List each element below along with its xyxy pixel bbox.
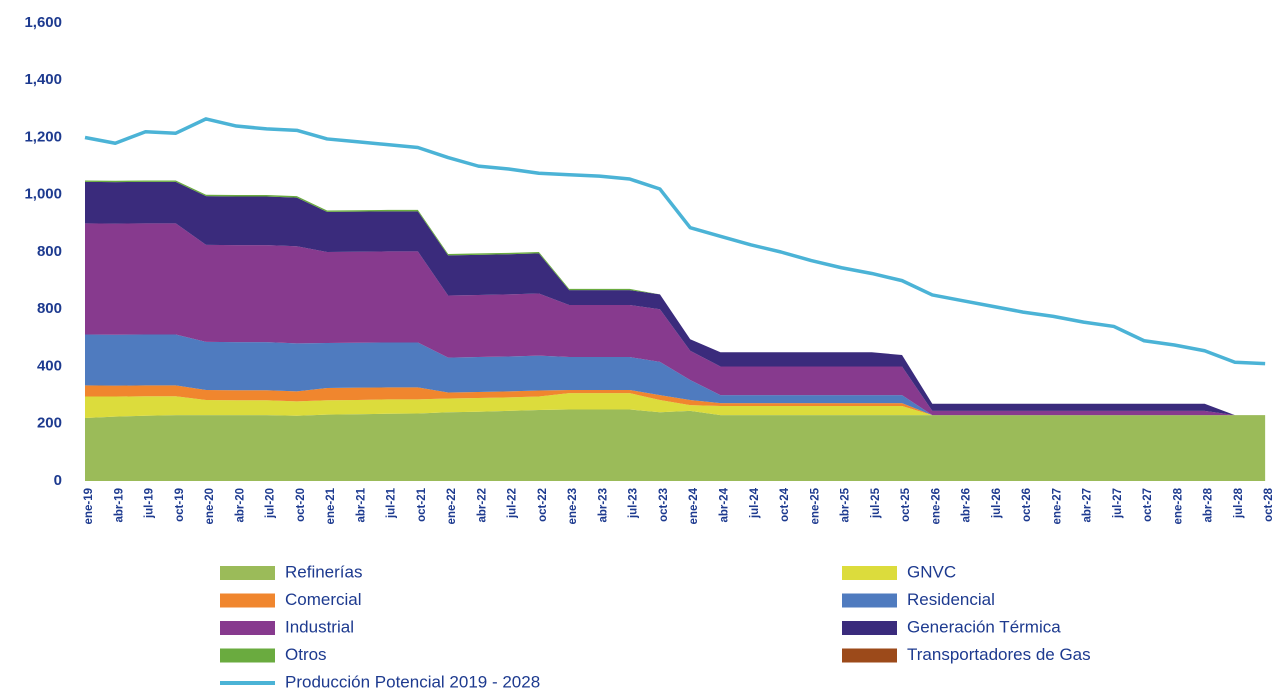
x-tick-label: oct-19 xyxy=(174,488,186,522)
legend-label: Generación Térmica xyxy=(907,617,1061,636)
area xyxy=(85,393,1266,419)
x-tick-label: oct-20 xyxy=(295,488,307,522)
x-tick-label: ene-26 xyxy=(930,488,942,524)
legend-swatch xyxy=(220,648,275,663)
x-tick-label: ene-22 xyxy=(446,488,458,524)
y-tick-label: 800 xyxy=(37,243,62,260)
x-tick-label: jul-19 xyxy=(144,488,156,519)
x-tick-label: oct-26 xyxy=(1021,488,1033,522)
x-tick-label: ene-21 xyxy=(325,487,337,524)
legend-swatch xyxy=(842,648,897,663)
legend-label: Producción Potencial 2019 - 2028 xyxy=(285,672,540,691)
x-tick-label: ene-27 xyxy=(1051,488,1063,524)
area xyxy=(85,181,1266,416)
x-tick-label: jul-28 xyxy=(1233,487,1245,519)
x-tick-label: jul-25 xyxy=(870,487,882,519)
area xyxy=(85,223,1266,416)
line xyxy=(84,117,1266,366)
legend-label: Residencial xyxy=(907,590,995,609)
legend-label: GNVC xyxy=(907,562,956,581)
x-tick-label: ene-23 xyxy=(567,488,579,524)
legend-swatch xyxy=(842,593,897,608)
y-tick-label: 0 xyxy=(54,472,62,489)
area xyxy=(85,385,1266,416)
x-tick-label: oct-21 xyxy=(416,487,428,521)
legend-swatch xyxy=(842,621,897,635)
x-tick-label: jul-20 xyxy=(265,488,277,519)
x-tick-label: abr-24 xyxy=(718,487,730,522)
x-tick-label: abr-27 xyxy=(1082,488,1094,523)
y-tick-label: 1,200 xyxy=(24,128,62,145)
x-tick-label: oct-23 xyxy=(658,488,670,522)
x-tick-label: ene-25 xyxy=(809,487,821,524)
x-tick-label: abr-21 xyxy=(355,487,367,522)
x-tick-label: jul-24 xyxy=(749,487,761,519)
x-tick-label: oct-27 xyxy=(1142,488,1154,522)
x-tick-label: ene-19 xyxy=(83,488,95,524)
legend-label: Otros xyxy=(285,645,327,664)
y-tick-label: 800 xyxy=(37,300,62,317)
legend-label: Transportadores de Gas xyxy=(907,645,1091,664)
x-tick-label: oct-24 xyxy=(779,487,791,521)
legend-swatch xyxy=(220,621,275,635)
x-tick-label: abr-22 xyxy=(476,488,488,523)
x-tick-label: abr-20 xyxy=(234,488,246,523)
x-tick-label: jul-27 xyxy=(1112,488,1124,519)
y-tick-label: 1,400 xyxy=(24,71,62,88)
y-tick-label: 1,000 xyxy=(24,186,62,203)
x-tick-label: abr-25 xyxy=(840,487,852,522)
legend-swatch xyxy=(220,566,275,580)
x-tick-label: abr-19 xyxy=(113,488,125,523)
x-tick-label: oct-25 xyxy=(900,487,912,521)
legend-swatch xyxy=(220,593,275,608)
x-tick-label: ene-28 xyxy=(1172,487,1184,524)
legend-label: Refinerías xyxy=(285,562,362,581)
x-tick-label: abr-28 xyxy=(1203,487,1215,522)
x-tick-label: jul-26 xyxy=(991,488,1003,519)
x-tick-label: oct-22 xyxy=(537,488,549,522)
x-tick-label: abr-26 xyxy=(961,488,973,523)
y-tick-label: 200 xyxy=(37,415,62,432)
y-tick-label: 1,600 xyxy=(24,14,62,31)
y-tick-label: 400 xyxy=(37,357,62,374)
x-tick-label: jul-21 xyxy=(386,487,398,519)
area xyxy=(85,409,1266,481)
x-tick-label: jul-22 xyxy=(507,488,519,519)
x-tick-label: abr-23 xyxy=(597,488,609,523)
area xyxy=(85,334,1266,416)
x-tick-label: ene-24 xyxy=(688,487,700,524)
x-tick-label: ene-20 xyxy=(204,488,216,524)
legend-label: Comercial xyxy=(285,590,362,609)
x-tick-label: jul-23 xyxy=(628,488,640,519)
legend-swatch xyxy=(842,566,897,580)
legend-label: Industrial xyxy=(285,617,354,636)
x-tick-label: oct-28 xyxy=(1263,487,1275,521)
